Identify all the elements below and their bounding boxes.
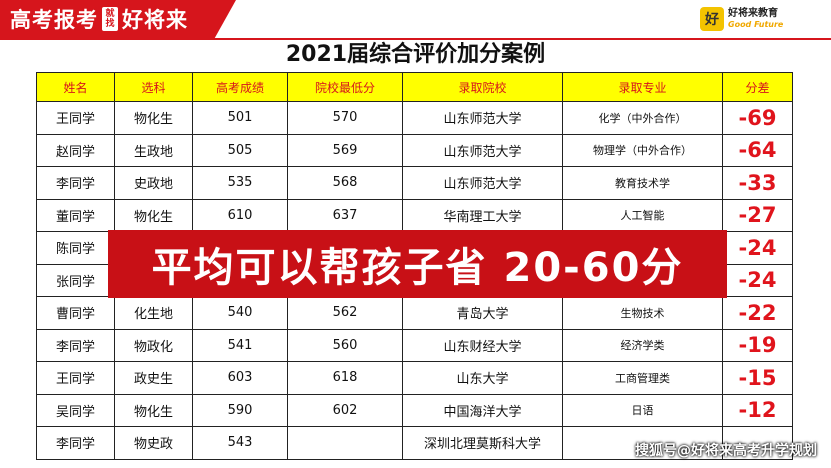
university-cell: 山东大学 xyxy=(402,361,563,395)
score-diff-cell: -27 xyxy=(722,198,793,232)
score-diff-cell: -22 xyxy=(722,296,793,330)
score-diff-cell: -33 xyxy=(722,166,793,200)
subjects-cell: 政史生 xyxy=(114,361,193,395)
major-cell: 日语 xyxy=(562,393,723,427)
header-score: 高考成绩 xyxy=(192,72,288,102)
score-cell: 535 xyxy=(192,166,288,200)
major-cell: 经济学类 xyxy=(562,328,723,362)
logo-name: 好将来教育 xyxy=(728,8,778,19)
page-title: 2021届综合评价加分案例 xyxy=(285,42,546,67)
banner-badge: 就找 xyxy=(102,7,118,31)
university-cell: 山东师范大学 xyxy=(402,133,563,167)
student-name-cell: 曹同学 xyxy=(36,296,115,330)
subjects-cell: 物化生 xyxy=(114,101,193,135)
major-cell xyxy=(562,426,723,460)
student-name-cell: 王同学 xyxy=(36,361,115,395)
min-score-cell: 570 xyxy=(287,101,403,135)
subjects-cell: 化生地 xyxy=(114,296,193,330)
major-cell: 人工智能 xyxy=(562,198,723,232)
score-diff-cell: -19 xyxy=(722,328,793,362)
student-name-cell: 王同学 xyxy=(36,101,115,135)
major-cell: 工商管理类 xyxy=(562,361,723,395)
student-name-cell: 吴同学 xyxy=(36,393,115,427)
score-cell: 541 xyxy=(192,328,288,362)
header-diff: 分差 xyxy=(722,72,793,102)
min-score-cell xyxy=(287,426,403,460)
subjects-cell: 物史政 xyxy=(114,426,193,460)
student-name-cell: 赵同学 xyxy=(36,133,115,167)
banner-underline xyxy=(0,38,831,40)
table-row: 李同学 史政地 535 568 山东师范大学 教育技术学 -33 xyxy=(36,166,793,200)
score-diff-cell: -64 xyxy=(722,133,793,167)
header-name: 姓名 xyxy=(36,72,115,102)
header-min-score: 院校最低分 xyxy=(287,72,403,102)
score-diff-cell xyxy=(722,426,793,460)
min-score-cell: 562 xyxy=(287,296,403,330)
student-name-cell: 董同学 xyxy=(36,198,115,232)
student-name-cell: 李同学 xyxy=(36,426,115,460)
score-diff-cell: -24 xyxy=(722,231,793,265)
header-subjects: 选科 xyxy=(114,72,193,102)
university-cell: 山东财经大学 xyxy=(402,328,563,362)
banner-text-2: 好将来 xyxy=(122,8,188,32)
university-cell: 青岛大学 xyxy=(402,296,563,330)
university-cell: 中国海洋大学 xyxy=(402,393,563,427)
header-university: 录取院校 xyxy=(402,72,563,102)
score-diff-cell: -15 xyxy=(722,361,793,395)
table-row: 李同学 物政化 541 560 山东财经大学 经济学类 -19 xyxy=(36,328,793,362)
watermark: 搜狐号@好将来高考升学规划 xyxy=(635,443,817,459)
logo-mark-icon: 好 xyxy=(700,7,724,31)
score-cell: 540 xyxy=(192,296,288,330)
min-score-cell: 618 xyxy=(287,361,403,395)
major-cell: 物理学（中外合作） xyxy=(562,133,723,167)
subjects-cell: 物化生 xyxy=(114,393,193,427)
university-cell: 山东师范大学 xyxy=(402,166,563,200)
score-cell: 505 xyxy=(192,133,288,167)
table-row: 王同学 物化生 501 570 山东师范大学 化学（中外合作） -69 xyxy=(36,101,793,135)
university-cell: 深圳北理莫斯科大学 xyxy=(402,426,563,460)
banner-text-1: 高考报考 xyxy=(10,8,98,32)
score-cell: 603 xyxy=(192,361,288,395)
table-row: 王同学 政史生 603 618 山东大学 工商管理类 -15 xyxy=(36,361,793,395)
score-diff-cell: -12 xyxy=(722,393,793,427)
major-cell: 教育技术学 xyxy=(562,166,723,200)
university-cell: 山东师范大学 xyxy=(402,101,563,135)
major-cell: 化学（中外合作） xyxy=(562,101,723,135)
subjects-cell: 生政地 xyxy=(114,133,193,167)
subjects-cell: 物政化 xyxy=(114,328,193,362)
subjects-cell: 史政地 xyxy=(114,166,193,200)
student-name-cell: 李同学 xyxy=(36,166,115,200)
subjects-cell: 物化生 xyxy=(114,198,193,232)
promo-overlay: 平均可以帮孩子省 20-60分 xyxy=(108,230,727,298)
score-diff-cell: -24 xyxy=(722,263,793,297)
score-diff-cell: -69 xyxy=(722,101,793,135)
student-name-cell: 李同学 xyxy=(36,328,115,362)
major-cell: 生物技术 xyxy=(562,296,723,330)
score-cell: 610 xyxy=(192,198,288,232)
table-row: 曹同学 化生地 540 562 青岛大学 生物技术 -22 xyxy=(36,296,793,330)
table-header-row: 姓名 选科 高考成绩 院校最低分 录取院校 录取专业 分差 xyxy=(36,72,793,102)
student-name-cell: 陈同学 xyxy=(36,231,115,265)
min-score-cell: 569 xyxy=(287,133,403,167)
table-row: 吴同学 物化生 590 602 中国海洋大学 日语 -12 xyxy=(36,393,793,427)
min-score-cell: 560 xyxy=(287,328,403,362)
min-score-cell: 568 xyxy=(287,166,403,200)
score-cell: 543 xyxy=(192,426,288,460)
score-cell: 501 xyxy=(192,101,288,135)
min-score-cell: 602 xyxy=(287,393,403,427)
table-row: 赵同学 生政地 505 569 山东师范大学 物理学（中外合作） -64 xyxy=(36,133,793,167)
university-cell: 华南理工大学 xyxy=(402,198,563,232)
min-score-cell: 637 xyxy=(287,198,403,232)
top-banner: 高考报考 就找 好将来 xyxy=(0,0,236,38)
table-row: 董同学 物化生 610 637 华南理工大学 人工智能 -27 xyxy=(36,198,793,232)
score-cell: 590 xyxy=(192,393,288,427)
table-row: 李同学 物史政 543 深圳北理莫斯科大学 xyxy=(36,426,793,460)
student-name-cell: 张同学 xyxy=(36,263,115,297)
logo-english: Good Future xyxy=(728,20,784,29)
brand-logo: 好 好将来教育 Good Future xyxy=(700,4,810,34)
header-major: 录取专业 xyxy=(562,72,723,102)
